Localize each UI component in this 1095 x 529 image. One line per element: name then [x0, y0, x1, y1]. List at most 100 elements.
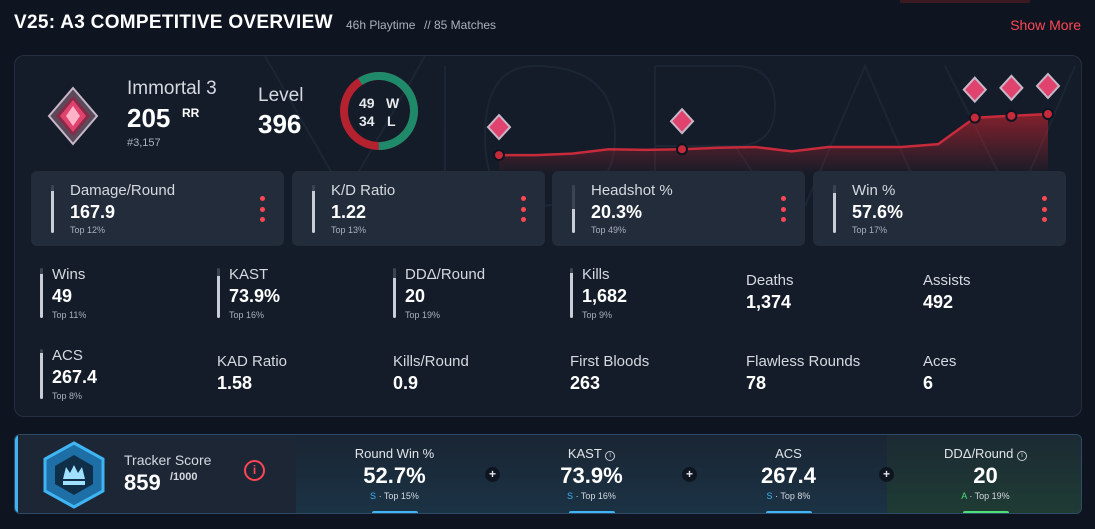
card-percentile: Top 17%	[852, 225, 888, 235]
rr-peak-point	[968, 111, 981, 124]
stat-card-kd-ratio: K/D Ratio 1.22 Top 13%	[292, 171, 545, 246]
stat-label: DDΔ/Round	[405, 266, 486, 283]
tracker-cell-tab[interactable]	[569, 511, 615, 513]
tracker-cell-label: KAST	[567, 446, 602, 461]
tracker-cell-grade: S	[370, 491, 377, 501]
leaderboard-position: #3,157	[127, 137, 161, 149]
tracker-cell-grade: S	[766, 491, 773, 501]
stat-kills-round: Kills/Round 0.9	[393, 347, 563, 403]
info-icon[interactable]: i	[244, 460, 265, 481]
top-accent-line	[900, 0, 1030, 3]
tracker-score-box: Tracker Score 859 /1000 i	[15, 435, 296, 513]
tracker-score-label: Tracker Score	[124, 452, 212, 468]
rr-trend-area	[499, 114, 1048, 176]
stat-value: 1,374	[746, 292, 792, 312]
plus-icon: +	[879, 467, 894, 482]
tracker-score-max: /1000	[170, 471, 198, 483]
tracker-cell-value: 20	[973, 463, 998, 488]
show-more-link[interactable]: Show More	[1010, 17, 1081, 33]
stat-label: Deaths	[746, 272, 794, 289]
card-percentile: Top 13%	[331, 225, 367, 235]
tracker-cell-tab[interactable]	[766, 511, 812, 513]
stat-label: KAST	[229, 266, 269, 283]
card-label: K/D Ratio	[331, 182, 396, 199]
stat-label: Kills/Round	[393, 353, 469, 370]
stat-percentile: Top 11%	[52, 310, 87, 320]
rr-peak-point	[1042, 108, 1054, 120]
losses-label: L	[387, 113, 396, 129]
tracker-cell-grade: A	[961, 491, 967, 501]
more-options-icon[interactable]	[520, 196, 526, 222]
info-icon[interactable]: i	[1017, 451, 1027, 461]
tracker-cell-tab[interactable]	[963, 511, 1009, 513]
page-title: V25: A3 COMPETITIVE OVERVIEW	[14, 12, 333, 33]
stat-value: 1.58	[217, 373, 253, 393]
rank-emblem-icon	[962, 76, 988, 104]
rr-peak-point	[493, 149, 505, 162]
card-percentile: Top 49%	[591, 225, 627, 235]
card-percentile: Top 12%	[70, 225, 106, 235]
stat-value: 78	[746, 373, 767, 393]
tracker-cell-percentile: · Top 16%	[575, 491, 616, 501]
tracker-cell-label: Round Win %	[354, 446, 435, 461]
stat-card-damage-round: Damage/Round 167.9 Top 12%	[31, 171, 284, 246]
stat-percentile-bar	[393, 277, 396, 318]
stat-assists: Assists 492	[923, 266, 1081, 322]
stat-value: 6	[923, 373, 934, 393]
card-value: 57.6%	[852, 202, 904, 222]
tracker-cell-percentile: · Top 8%	[775, 491, 811, 501]
stat-value: 49	[52, 286, 73, 306]
tracker-cell-tab[interactable]	[372, 511, 418, 513]
rank-rating-value: 205	[127, 103, 171, 133]
stat-wins: Wins 49 Top 11%	[40, 266, 210, 322]
stat-card-headshot: Headshot % 20.3% Top 49%	[552, 171, 805, 246]
rank-name: Immortal 3	[127, 78, 217, 99]
stat-percentile: Top 16%	[229, 310, 265, 320]
stat-value: 492	[923, 292, 954, 312]
stat-percentile: Top 19%	[405, 310, 441, 320]
tracker-cell-percentile: · Top 19%	[969, 491, 1010, 501]
stat-percentile: Top 8%	[52, 391, 83, 401]
level-label: Level	[258, 85, 304, 106]
stat-flawless-rounds: Flawless Rounds 78	[746, 347, 916, 403]
competitive-overview-panel: Immortal 3 205 RR #3,157 Level 396 49 W …	[14, 55, 1082, 417]
stat-percentile-bar	[40, 353, 43, 399]
rank-emblem-icon	[486, 113, 512, 141]
stat-percentile-bar	[217, 276, 220, 318]
stat-aces: Aces 6	[923, 347, 1081, 403]
card-percentile-bar	[572, 208, 575, 233]
stat-label: Flawless Rounds	[746, 353, 861, 370]
card-value: 167.9	[70, 202, 116, 222]
tracker-cell-value: 52.7%	[363, 463, 426, 488]
card-label: Damage/Round	[70, 182, 176, 199]
stat-deaths: Deaths 1,374	[746, 266, 916, 322]
tracker-cell-acs: ACS 267.4 S · Top 8%	[690, 435, 887, 513]
more-options-icon[interactable]	[259, 196, 265, 222]
card-label: Headshot %	[591, 182, 673, 199]
rank-emblem-icon	[999, 74, 1024, 102]
stat-label: Wins	[52, 266, 86, 283]
stat-label: First Bloods	[570, 353, 650, 370]
stat-value: 267.4	[52, 367, 98, 387]
stat-percentile-bar	[40, 273, 43, 318]
stat-acs: ACS 267.4 Top 8%	[40, 347, 210, 403]
more-options-icon[interactable]	[780, 196, 786, 222]
tracker-cell-round-win: Round Win % 52.7% S · Top 15%	[296, 435, 493, 513]
stat-value: 20	[405, 286, 426, 306]
stat-dd-delta-round: DDΔ/Round 20 Top 19%	[393, 266, 563, 322]
card-percentile-bar	[833, 193, 836, 233]
stat-label: Kills	[582, 266, 610, 283]
tracker-cell-percentile: · Top 15%	[378, 491, 419, 501]
stat-value: 263	[570, 373, 601, 393]
playtime-text: 46h Playtime	[346, 18, 416, 32]
losses-count: 34	[359, 113, 375, 129]
more-options-icon[interactable]	[1041, 196, 1047, 222]
tracker-score-badge-icon	[43, 441, 105, 509]
card-label: Win %	[852, 182, 896, 199]
stat-kills: Kills 1,682 Top 9%	[570, 266, 740, 322]
info-icon[interactable]: i	[605, 451, 616, 461]
plus-icon: +	[485, 467, 500, 482]
rank-emblem-icon	[669, 107, 695, 135]
stat-card-win-percent: Win % 57.6% Top 17%	[813, 171, 1066, 246]
tracker-cell-kast: KAST i 73.9% S · Top 16%	[493, 435, 690, 513]
